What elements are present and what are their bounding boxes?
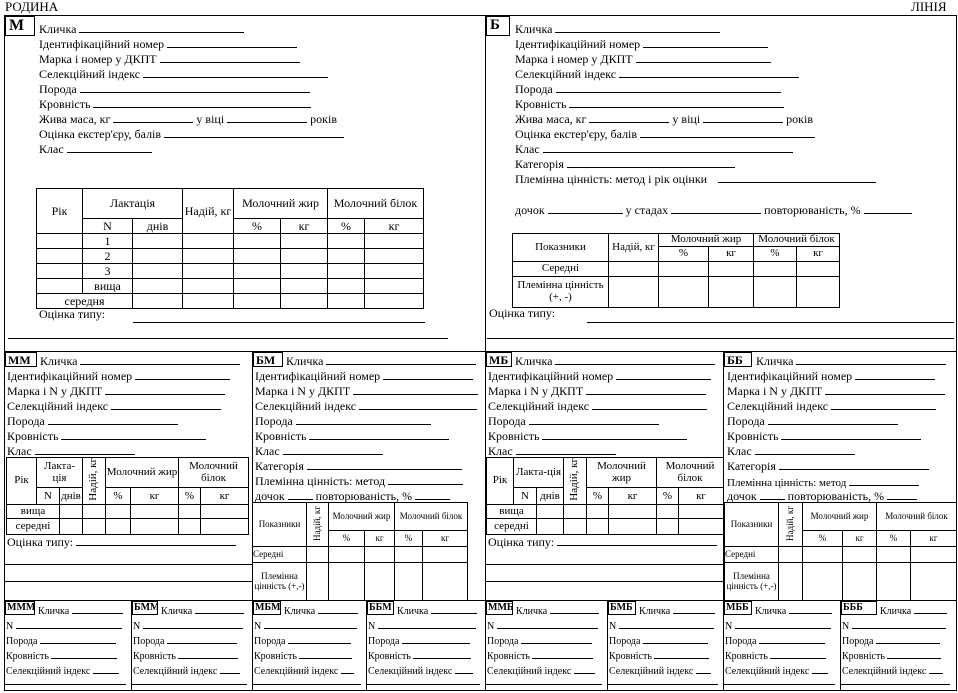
ancestor-field: N [254,619,357,632]
ancestor-name-field: Кличка [516,604,599,617]
ancestor-field: N [609,619,714,632]
ancestor-field: Порода [133,634,237,647]
bb-code: ББ [724,352,752,367]
ancestor-field: Кровність [842,649,942,662]
mm-lactation-table: Рік Лакта-ція Надій, кг Молочний жир Молочни… [6,456,249,536]
ancestor-field: Селекційний індекс [725,664,828,677]
ancestor-field: Селекційний індекс [368,664,473,677]
ancestor-field: Селекційний індекс [609,664,711,677]
ancestor-field: N [6,619,122,632]
ancestor-code: МММ [5,601,35,615]
m-lactation-table: Рік Лактація Надій, кг Молочний жир Молочний… [36,188,425,309]
ancestor-name-field: Кличка [880,604,947,617]
bm-code: БМ [253,352,283,367]
ancestor-field: Кровність [133,649,239,662]
ancestor-field: Кровність [254,649,353,662]
ancestor-name-field: Кличка [161,604,244,617]
ancestor-field: Селекційний індекс [842,664,943,677]
b-type-score: Оцінка типу: [489,306,556,320]
ancestor-name-field: Кличка [397,604,477,617]
ancestor-field: Порода [368,634,470,647]
bb-indicators-table: Показники Надій, кг Молочний жир Молочний б… [724,502,957,601]
ancestor-field: N [133,619,243,632]
ancestor-field: Порода [487,634,592,647]
ancestor-field: Селекційний індекс [6,664,119,677]
ancestor-name-field: Кличка [755,604,832,617]
ancestor-field: Кровність [6,649,118,662]
ancestor-code: БББ [841,601,877,615]
m-code: М [5,16,35,36]
ancestor-field: N [842,619,946,632]
mb-lactation-table: Рік Лакта-ція Надій, кг Молочний жир Молочни… [486,456,724,536]
ancestor-code: БММ [132,601,158,615]
ancestor-field: Кровність [725,649,827,662]
ancestor-name-field: Кличка [38,604,123,617]
mb-code: МБ [486,352,512,367]
ancestor-field: N [487,619,598,632]
ancestor-field: Селекційний індекс [254,664,354,677]
ancestor-code: МББ [724,601,752,615]
ancestor-field: Порода [6,634,116,647]
ancestor-field: Порода [725,634,825,647]
ancestor-field: Кровність [487,649,594,662]
ancestor-field: Селекційний індекс [133,664,240,677]
ancestor-field: Кровність [609,649,710,662]
line-label: ЛІНІЯ [911,0,947,14]
mm-code: ММ [5,352,37,367]
m-type-score: Оцінка типу: [39,307,106,321]
ancestor-name-field: Кличка [284,604,358,617]
ancestor-name-field: Кличка [639,604,715,617]
ancestor-field: Селекційний індекс [487,664,595,677]
ancestor-field: Порода [254,634,351,647]
family-label: РОДИНА [5,0,59,14]
ancestor-field: Порода [842,634,940,647]
ancestor-field: Кровність [368,649,472,662]
ancestor-field: N [725,619,831,632]
b-indicators-table: Показники Надій, кг Молочний жир Молочний б… [512,233,840,308]
bm-indicators-table: Показники Надій, кг Молочний жир Молочний б… [252,502,468,601]
ancestor-code: ББМ [367,601,394,615]
ancestor-code: ММБ [486,601,513,615]
ancestor-field: N [368,619,476,632]
ancestor-code: БМБ [608,601,636,615]
b-code: Б [486,16,510,36]
ancestor-code: МБМ [253,601,281,615]
ancestor-field: Порода [609,634,708,647]
